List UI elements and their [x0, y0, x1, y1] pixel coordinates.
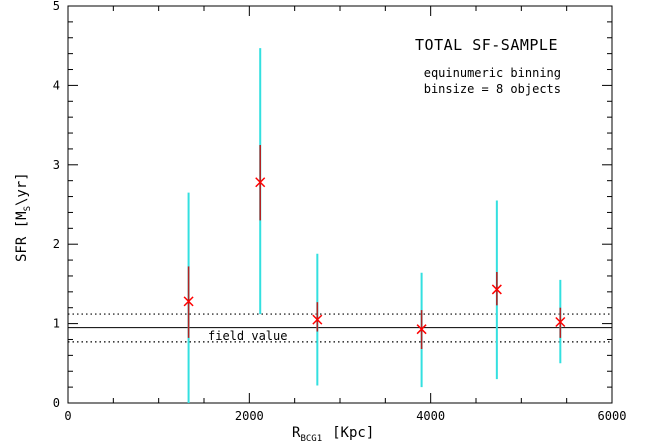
data-point-5-stroke-b [491, 284, 502, 295]
y-tick-label: 1 [53, 317, 60, 331]
data-point-1-stroke-b [183, 296, 194, 307]
data-point-6-stroke-b [555, 316, 566, 328]
y-tick-label: 0 [53, 396, 60, 410]
data-point-4-stroke-b [416, 324, 427, 335]
x-tick-label: 6000 [598, 409, 627, 423]
annotation-binsize: binsize = 8 objects [424, 82, 561, 96]
data-point-2 [255, 177, 266, 188]
data-point-1 [183, 296, 194, 307]
y-axis-label-main: SFR [M [14, 211, 30, 262]
y-axis-label-unit: \yr] [14, 172, 30, 206]
x-axis-label-main: R [292, 425, 301, 441]
y-tick-label: 4 [53, 78, 60, 92]
annotation-binning: equinumeric binning [424, 66, 561, 80]
data-point-4 [416, 324, 427, 335]
y-tick-label: 2 [53, 237, 60, 251]
chart-title: TOTAL SF-SAMPLE [415, 36, 558, 54]
data-markers [183, 177, 566, 335]
y-axis-label: SFR [MS\yr] [14, 172, 33, 262]
x-tick-label: 2000 [235, 409, 264, 423]
x-axis-label-unit: [Kpc] [332, 425, 374, 441]
x-axis-label-sub: BCG1 [300, 434, 322, 444]
x-axis-label: RBCG1 [Kpc] [292, 425, 374, 444]
field-value-label: field value [208, 329, 287, 343]
range-bars [187, 48, 562, 403]
x-tick-label: 4000 [416, 409, 445, 423]
error-bars [187, 144, 562, 350]
y-tick-label: 3 [53, 158, 60, 172]
y-axis-label-sub: S [23, 206, 33, 211]
data-point-3-stroke-b [312, 314, 323, 325]
field-band [68, 313, 612, 343]
x-tick-label: 0 [64, 409, 71, 423]
data-point-6 [555, 316, 566, 328]
y-tick-label: 5 [53, 0, 60, 13]
data-point-3 [312, 314, 323, 325]
data-point-5 [491, 284, 502, 295]
data-point-2-stroke-b [255, 177, 266, 188]
axis-ticks: 0 2000 4000 6000 0 1 2 3 4 5 [53, 0, 627, 423]
